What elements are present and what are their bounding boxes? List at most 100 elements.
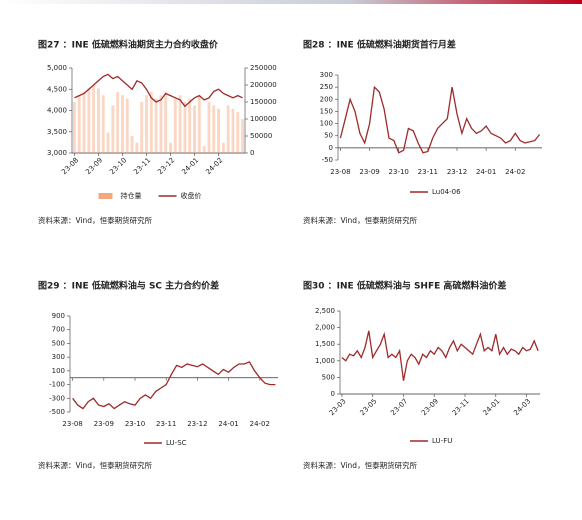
y2-tick-label: 0 xyxy=(250,149,254,157)
y2-tick-label: 200000 xyxy=(250,81,277,89)
bar xyxy=(121,95,124,153)
bar xyxy=(145,95,148,153)
bar xyxy=(169,142,172,153)
x-tick-label: 24-01 xyxy=(218,420,238,428)
legend-label: LU-SC xyxy=(166,439,187,447)
bar xyxy=(178,95,182,153)
bar xyxy=(154,98,158,153)
bar xyxy=(202,146,206,153)
x-tick-label: 23-12 xyxy=(187,420,207,428)
bar xyxy=(173,98,177,153)
bar xyxy=(164,91,168,153)
bar xyxy=(135,142,139,153)
header-band xyxy=(0,0,582,4)
x-tick-label: 23-10 xyxy=(125,420,145,428)
x-tick-label: 23-11 xyxy=(451,397,471,417)
bar xyxy=(125,98,129,153)
x-tick-label: 23-09 xyxy=(84,156,104,176)
y-tick-label: 0 xyxy=(329,144,333,152)
y-tick-label: 3,000 xyxy=(47,149,67,157)
y-tick-label: 5,000 xyxy=(47,64,67,72)
y-tick-label: 2,500 xyxy=(315,307,335,315)
source-note: 资料来源：Vind，恒泰期货研究所 xyxy=(38,460,153,470)
bar xyxy=(87,88,91,153)
y-tick-label: 2,000 xyxy=(315,324,335,332)
y-tick-label: 500 xyxy=(322,373,335,381)
x-tick-label: 23-11 xyxy=(132,156,152,176)
x-tick-label: 23-05 xyxy=(358,397,378,417)
x-tick-label: 23-11 xyxy=(418,168,438,176)
source-note: 资料来源：Vind，恒泰期货研究所 xyxy=(38,215,153,225)
bar xyxy=(207,102,211,153)
bar xyxy=(236,112,240,153)
x-tick-label: 23-12 xyxy=(156,156,176,176)
source-note: 资料来源：Vind，恒泰期货研究所 xyxy=(303,215,418,225)
bar xyxy=(188,98,192,153)
bar xyxy=(231,108,235,153)
chart-title: 图30 ：INE 低硫燃料油与 SHFE 高硫燃料油价差 xyxy=(303,280,506,292)
legend-label: 持仓量 xyxy=(121,191,142,200)
bar xyxy=(111,105,115,153)
y-tick-label: 50 xyxy=(324,132,333,140)
bar xyxy=(96,88,100,153)
source-note: 资料来源：Vind，恒泰期货研究所 xyxy=(303,460,418,470)
x-tick-label: 23-08 xyxy=(60,156,80,176)
y-tick-label: 1,000 xyxy=(315,357,335,365)
x-tick-label: 24-02 xyxy=(505,168,525,176)
line-series xyxy=(74,73,243,108)
y-tick-label: 100 xyxy=(52,367,65,375)
x-tick-label: 23-09 xyxy=(420,397,440,417)
bar xyxy=(212,105,216,153)
line-series xyxy=(339,85,541,154)
chart-title: 图29 ：INE 低硫燃料油与 SC 主力合约价差 xyxy=(38,280,219,292)
bar xyxy=(241,119,245,153)
y-tick-label: -500 xyxy=(49,408,65,416)
x-tick-label: 23-11 xyxy=(156,420,176,428)
y-tick-label: -50 xyxy=(322,156,333,164)
bar xyxy=(130,136,134,153)
x-tick-label: 23-12 xyxy=(447,168,467,176)
y-tick-label: 1,500 xyxy=(315,340,335,348)
legend-swatch xyxy=(98,193,113,199)
bar xyxy=(92,85,96,153)
y2-tick-label: 150000 xyxy=(250,98,277,106)
bar xyxy=(183,102,187,153)
y-tick-label: 200 xyxy=(320,95,333,103)
x-tick-label: 23-08 xyxy=(62,420,82,428)
bar xyxy=(106,132,110,153)
legend-label: Lu04-06 xyxy=(432,188,461,196)
line-series xyxy=(72,361,276,410)
y-tick-label: 150 xyxy=(320,107,333,115)
line-series xyxy=(341,330,539,381)
y-tick-label: 250 xyxy=(320,83,333,91)
bar xyxy=(193,105,196,153)
bar xyxy=(221,142,225,153)
bar xyxy=(101,95,105,153)
y2-tick-label: 100000 xyxy=(250,115,277,123)
bar xyxy=(140,102,144,153)
y-tick-label: 4,000 xyxy=(47,107,67,115)
bar xyxy=(197,95,201,153)
chart-title: 图28 ：INE 低硫燃料油期货首行月差 xyxy=(303,39,456,51)
y-tick-label: -300 xyxy=(49,394,65,402)
y2-tick-label: 50000 xyxy=(250,132,272,140)
x-tick-label: 23-03 xyxy=(328,397,348,417)
y-tick-label: 100 xyxy=(320,120,333,128)
y-tick-label: 900 xyxy=(52,312,65,320)
bar xyxy=(82,91,86,153)
bar xyxy=(217,108,221,153)
bar xyxy=(72,102,76,153)
x-tick-label: 24-03 xyxy=(512,397,532,417)
y-tick-label: 300 xyxy=(52,353,65,361)
x-tick-label: 23-10 xyxy=(389,168,409,176)
y-tick-label: 3,500 xyxy=(47,128,67,136)
x-tick-label: 24-02 xyxy=(204,156,224,176)
y-tick-label: 0 xyxy=(331,390,335,398)
y-tick-label: 300 xyxy=(320,71,333,79)
bar xyxy=(116,91,120,153)
x-tick-label: 23-09 xyxy=(359,168,379,176)
y-tick-label: 700 xyxy=(52,326,65,334)
bar xyxy=(149,91,153,153)
y2-tick-label: 250000 xyxy=(250,64,277,72)
